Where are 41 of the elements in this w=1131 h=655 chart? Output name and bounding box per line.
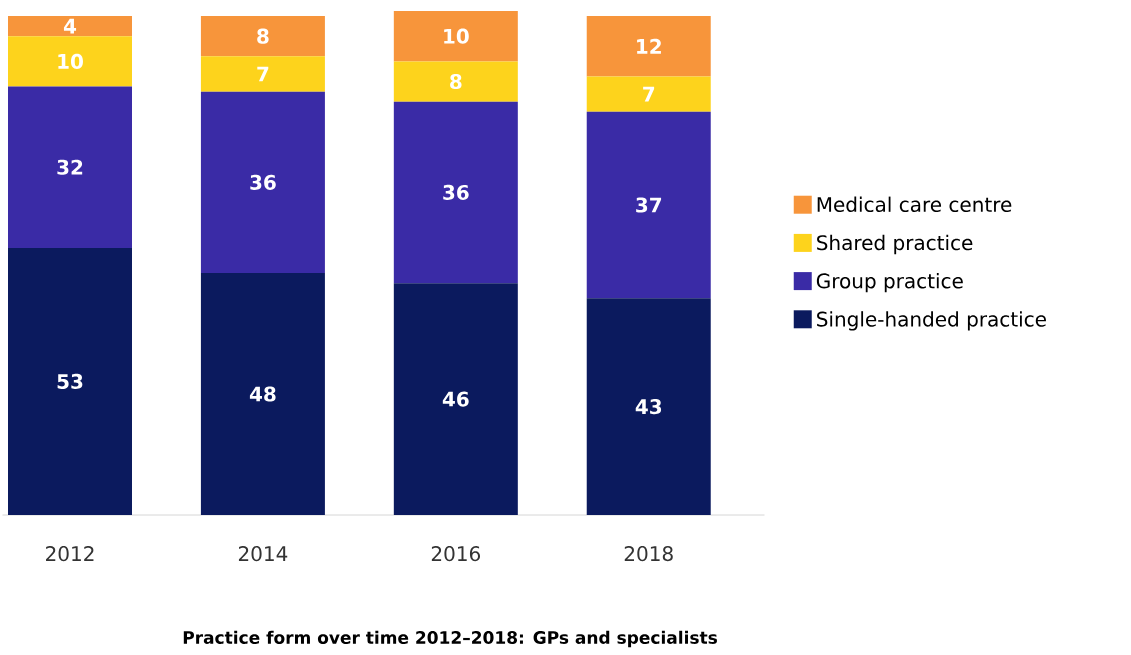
data-label: 36 <box>250 174 276 190</box>
bar <box>8 36 132 87</box>
x-tick-label: 2016 <box>431 546 481 562</box>
bar <box>393 101 518 284</box>
legend-label: Single-handed practice <box>817 311 1046 331</box>
bar <box>393 283 518 515</box>
bar <box>393 61 518 102</box>
data-label: 36 <box>443 184 469 200</box>
bar <box>200 273 325 515</box>
legend-label: Group practice <box>816 272 963 293</box>
data-label: 46 <box>442 391 469 407</box>
data-label: 37 <box>636 197 662 213</box>
data-label: 8 <box>450 73 462 90</box>
x-tick-label: 2018 <box>624 546 673 562</box>
data-label: 10 <box>58 53 83 69</box>
data-label: 48 <box>249 386 276 402</box>
data-label: 12 <box>637 38 661 54</box>
data-label: 7 <box>257 66 269 82</box>
data-label: 32 <box>57 159 83 175</box>
bar <box>8 16 132 37</box>
data-label: 10 <box>444 28 469 44</box>
bar <box>586 16 711 77</box>
data-label: 8 <box>257 28 269 44</box>
bar <box>393 11 518 62</box>
data-label: 4 <box>63 18 77 34</box>
bar <box>586 76 711 112</box>
bar <box>200 16 325 57</box>
bar <box>200 91 325 274</box>
bar <box>586 298 711 515</box>
bar <box>8 247 132 515</box>
legend-label: Shared practice <box>817 234 973 255</box>
text: Practice form over time 2012–2018: GPs and specialists <box>183 630 717 648</box>
x-tick-label: 2014 <box>238 546 288 562</box>
legend-label: Medical care centre <box>817 196 1012 213</box>
bar <box>8 86 132 248</box>
data-label: 53 <box>57 373 83 389</box>
data-label: 43 <box>635 399 662 415</box>
data-label: 7 <box>643 86 655 102</box>
bar <box>200 56 325 92</box>
bar <box>586 111 711 299</box>
x-tick-label: 2012 <box>46 546 94 562</box>
